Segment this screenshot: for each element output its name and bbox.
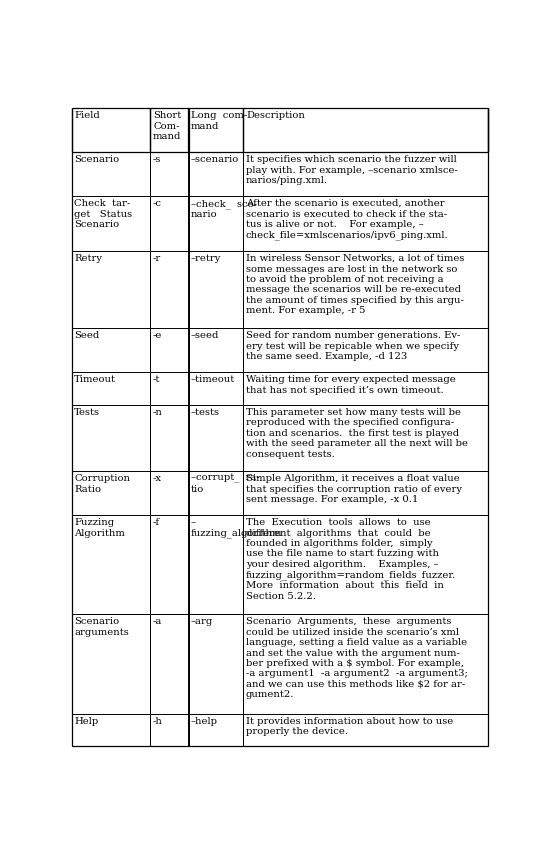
Text: Fuzzing
Algorithm: Fuzzing Algorithm — [74, 518, 125, 537]
Text: Timeout: Timeout — [74, 376, 116, 384]
Text: Retry: Retry — [74, 254, 102, 263]
Text: Scenario  Arguments,  these  arguments
could be utilized inside the scenario’s x: Scenario Arguments, these arguments coul… — [246, 618, 468, 700]
Text: –
fuzzing_algorithm: – fuzzing_algorithm — [191, 518, 282, 538]
Text: –scenario: –scenario — [191, 155, 239, 164]
Text: –arg: –arg — [191, 618, 213, 627]
Text: –seed: –seed — [191, 332, 220, 340]
Text: -e: -e — [153, 332, 162, 340]
Text: Long  com-
mand: Long com- mand — [191, 112, 247, 130]
Text: -h: -h — [153, 717, 163, 726]
Text: Seed: Seed — [74, 332, 99, 340]
Text: Description: Description — [246, 112, 305, 120]
Text: Short
Com-
mand: Short Com- mand — [153, 112, 181, 141]
Text: -t: -t — [153, 376, 160, 384]
Text: -x: -x — [153, 475, 162, 483]
Text: This parameter set how many tests will be
reproduced with the specified configur: This parameter set how many tests will b… — [246, 408, 468, 459]
Text: –tests: –tests — [191, 408, 220, 417]
Text: -r: -r — [153, 254, 161, 263]
Text: Waiting time for every expected message
that has not specified it’s own timeout.: Waiting time for every expected message … — [246, 376, 456, 394]
Text: Scenario
arguments: Scenario arguments — [74, 618, 129, 637]
Text: Check  tar-
get   Status
Scenario: Check tar- get Status Scenario — [74, 199, 132, 229]
Text: -s: -s — [153, 155, 161, 164]
Text: After the scenario is executed, another
scenario is executed to check if the sta: After the scenario is executed, another … — [246, 199, 449, 240]
Text: Field: Field — [74, 112, 100, 120]
Text: The  Execution  tools  allows  to  use
different  algorithms  that  could  be
fo: The Execution tools allows to use differ… — [246, 518, 456, 601]
Text: It provides information about how to use
properly the device.: It provides information about how to use… — [246, 717, 453, 736]
Text: Seed for random number generations. Ev-
ery test will be repicable when we speci: Seed for random number generations. Ev- … — [246, 332, 461, 361]
Text: –corrupt_  ra-
tio: –corrupt_ ra- tio — [191, 475, 260, 494]
Text: –timeout: –timeout — [191, 376, 235, 384]
Text: Tests: Tests — [74, 408, 100, 417]
Text: –help: –help — [191, 717, 218, 726]
Text: -f: -f — [153, 518, 160, 527]
Text: Scenario: Scenario — [74, 155, 119, 164]
Text: -n: -n — [153, 408, 163, 417]
Text: Help: Help — [74, 717, 98, 726]
Text: Simple Algorithm, it receives a float value
that specifies the corruption ratio : Simple Algorithm, it receives a float va… — [246, 475, 462, 504]
Text: Corruption
Ratio: Corruption Ratio — [74, 475, 130, 493]
Text: –check_  sce-
nario: –check_ sce- nario — [191, 199, 257, 219]
Text: -c: -c — [153, 199, 162, 208]
Text: -a: -a — [153, 618, 162, 627]
Text: –retry: –retry — [191, 254, 221, 263]
Text: In wireless Sensor Networks, a lot of times
some messages are lost in the networ: In wireless Sensor Networks, a lot of ti… — [246, 254, 464, 316]
Text: It specifies which scenario the fuzzer will
play with. For example, –scenario xm: It specifies which scenario the fuzzer w… — [246, 155, 458, 185]
